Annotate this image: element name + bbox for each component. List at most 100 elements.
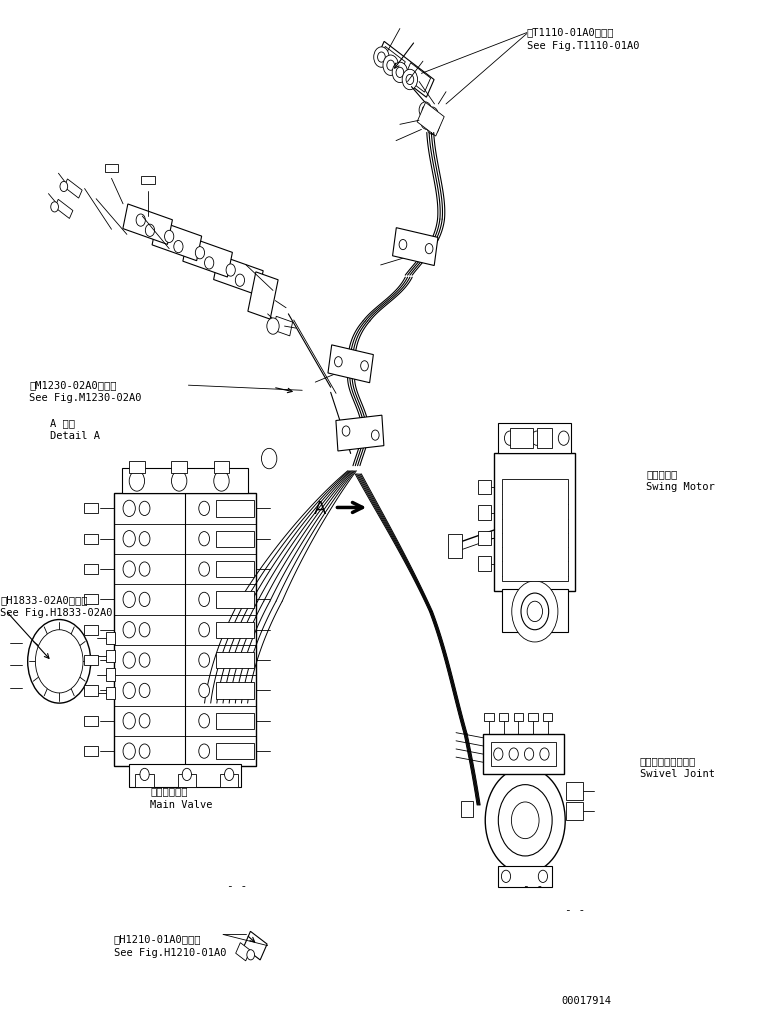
Circle shape: [424, 117, 430, 125]
Polygon shape: [183, 236, 232, 277]
Bar: [171, 461, 187, 473]
Circle shape: [540, 748, 549, 760]
Circle shape: [123, 743, 135, 759]
Polygon shape: [328, 344, 374, 383]
Polygon shape: [236, 943, 250, 961]
Bar: [566, 802, 583, 820]
Circle shape: [378, 52, 385, 62]
Text: Main Valve: Main Valve: [150, 800, 212, 810]
Circle shape: [139, 653, 150, 667]
Circle shape: [426, 107, 438, 123]
Bar: [498, 423, 571, 453]
Polygon shape: [84, 594, 98, 604]
Bar: [483, 734, 564, 774]
Bar: [478, 556, 491, 571]
Bar: [215, 500, 254, 517]
Text: 00017914: 00017914: [561, 996, 611, 1006]
Circle shape: [402, 69, 418, 90]
Bar: [114, 493, 256, 766]
Text: - -: - -: [523, 881, 543, 892]
Circle shape: [139, 592, 150, 606]
Polygon shape: [214, 255, 263, 296]
Circle shape: [501, 870, 511, 882]
Bar: [214, 461, 229, 473]
Text: See Fig.M1230-02A0: See Fig.M1230-02A0: [29, 393, 141, 404]
Circle shape: [261, 448, 277, 469]
Bar: [502, 589, 568, 632]
Circle shape: [123, 652, 135, 668]
Bar: [461, 801, 473, 817]
Polygon shape: [84, 715, 98, 726]
Circle shape: [123, 560, 135, 577]
Text: 第T1110-01A0図参照: 第T1110-01A0図参照: [527, 28, 614, 38]
Bar: [478, 531, 491, 545]
Polygon shape: [84, 655, 98, 665]
Polygon shape: [55, 200, 73, 218]
Polygon shape: [64, 179, 82, 198]
Circle shape: [225, 768, 234, 781]
Circle shape: [361, 361, 368, 371]
Bar: [122, 468, 248, 493]
Circle shape: [174, 240, 183, 253]
Bar: [106, 650, 115, 662]
Circle shape: [198, 592, 209, 606]
Circle shape: [123, 622, 135, 638]
Polygon shape: [84, 686, 98, 696]
Text: 第H1210-01A0図参照: 第H1210-01A0図参照: [114, 934, 201, 945]
Bar: [129, 764, 241, 787]
Bar: [494, 453, 575, 591]
Circle shape: [406, 74, 414, 85]
Circle shape: [198, 744, 209, 758]
Circle shape: [392, 62, 408, 83]
Circle shape: [342, 426, 350, 436]
Polygon shape: [417, 102, 444, 137]
Polygon shape: [84, 534, 98, 544]
Circle shape: [504, 431, 515, 445]
Text: 第M1230-02A0図参照: 第M1230-02A0図参照: [29, 380, 117, 390]
Polygon shape: [377, 42, 434, 97]
Text: 第H1833-02A0図参照: 第H1833-02A0図参照: [0, 595, 88, 605]
Text: See Fig.H1833-02A0: See Fig.H1833-02A0: [0, 608, 112, 619]
Circle shape: [198, 713, 209, 728]
Circle shape: [427, 118, 439, 135]
Circle shape: [383, 55, 398, 75]
Polygon shape: [105, 164, 118, 172]
Circle shape: [139, 532, 150, 546]
Circle shape: [425, 244, 433, 254]
Bar: [215, 712, 254, 729]
Circle shape: [198, 684, 209, 698]
Polygon shape: [274, 316, 292, 336]
Circle shape: [198, 501, 209, 516]
Text: See Fig.H1210-01A0: See Fig.H1210-01A0: [114, 948, 226, 958]
Circle shape: [205, 257, 214, 269]
Polygon shape: [84, 503, 98, 514]
Circle shape: [538, 870, 548, 882]
Bar: [106, 632, 115, 644]
Circle shape: [198, 623, 209, 637]
Circle shape: [198, 561, 209, 576]
Circle shape: [485, 767, 565, 873]
Bar: [129, 461, 145, 473]
Bar: [215, 652, 254, 668]
Circle shape: [60, 181, 68, 192]
Circle shape: [528, 601, 543, 622]
Circle shape: [419, 102, 431, 118]
Circle shape: [430, 122, 436, 130]
Circle shape: [139, 684, 150, 698]
Polygon shape: [392, 227, 438, 266]
Polygon shape: [123, 204, 172, 245]
Bar: [215, 683, 254, 699]
Circle shape: [247, 950, 255, 960]
Circle shape: [371, 430, 379, 440]
Circle shape: [139, 713, 150, 728]
Circle shape: [182, 768, 191, 781]
Bar: [514, 713, 523, 721]
Circle shape: [531, 431, 542, 445]
Polygon shape: [84, 746, 98, 756]
Circle shape: [129, 471, 145, 491]
Polygon shape: [84, 564, 98, 574]
Circle shape: [335, 357, 342, 367]
Circle shape: [524, 748, 534, 760]
Circle shape: [145, 224, 155, 236]
Bar: [215, 743, 254, 759]
